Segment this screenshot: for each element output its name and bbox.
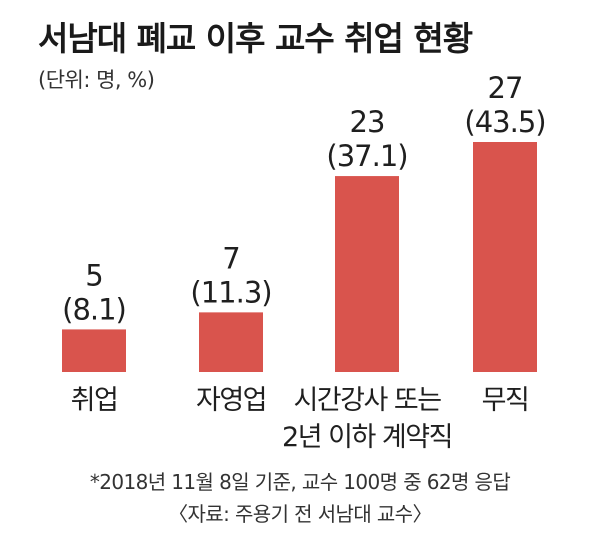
bar-1 bbox=[62, 329, 126, 372]
category-label-4: 무직 bbox=[482, 385, 529, 416]
category-label-3-line-1: 시간강사 또는 bbox=[293, 385, 441, 416]
source-note: 〈자료: 주용기 전 서남대 교수〉 bbox=[168, 502, 432, 526]
value-label-4: 27 bbox=[488, 71, 523, 105]
percent-label-1: (8.1) bbox=[62, 292, 126, 326]
value-label-3: 23 bbox=[350, 105, 385, 139]
unit-label: (단위: 명, %) bbox=[38, 68, 155, 92]
percent-label-2: (11.3) bbox=[190, 275, 271, 309]
value-label-1: 5 bbox=[85, 258, 102, 292]
bar-4 bbox=[473, 142, 537, 372]
category-label-2: 자영업 bbox=[196, 385, 266, 416]
bars-group: (8.1)5 취업 (11.3)7 자영업 (37.1)23 시간강사 또는 2년 이하 계… bbox=[62, 71, 547, 453]
percent-label-4: (43.5) bbox=[464, 105, 545, 139]
footnote: *2018년 11월 8일 기준, 교수 100명 중 62명 응답 bbox=[89, 470, 511, 494]
category-label-3-line-2: 2년 이하 계약직 bbox=[282, 422, 452, 453]
chart-title: 서남대 폐교 이후 교수 취업 현황 bbox=[38, 19, 473, 58]
percent-label-3: (37.1) bbox=[326, 139, 407, 173]
bar-3 bbox=[335, 176, 399, 372]
bar-2 bbox=[199, 312, 263, 372]
value-label-2: 7 bbox=[222, 241, 239, 275]
category-label-1: 취업 bbox=[71, 385, 118, 416]
